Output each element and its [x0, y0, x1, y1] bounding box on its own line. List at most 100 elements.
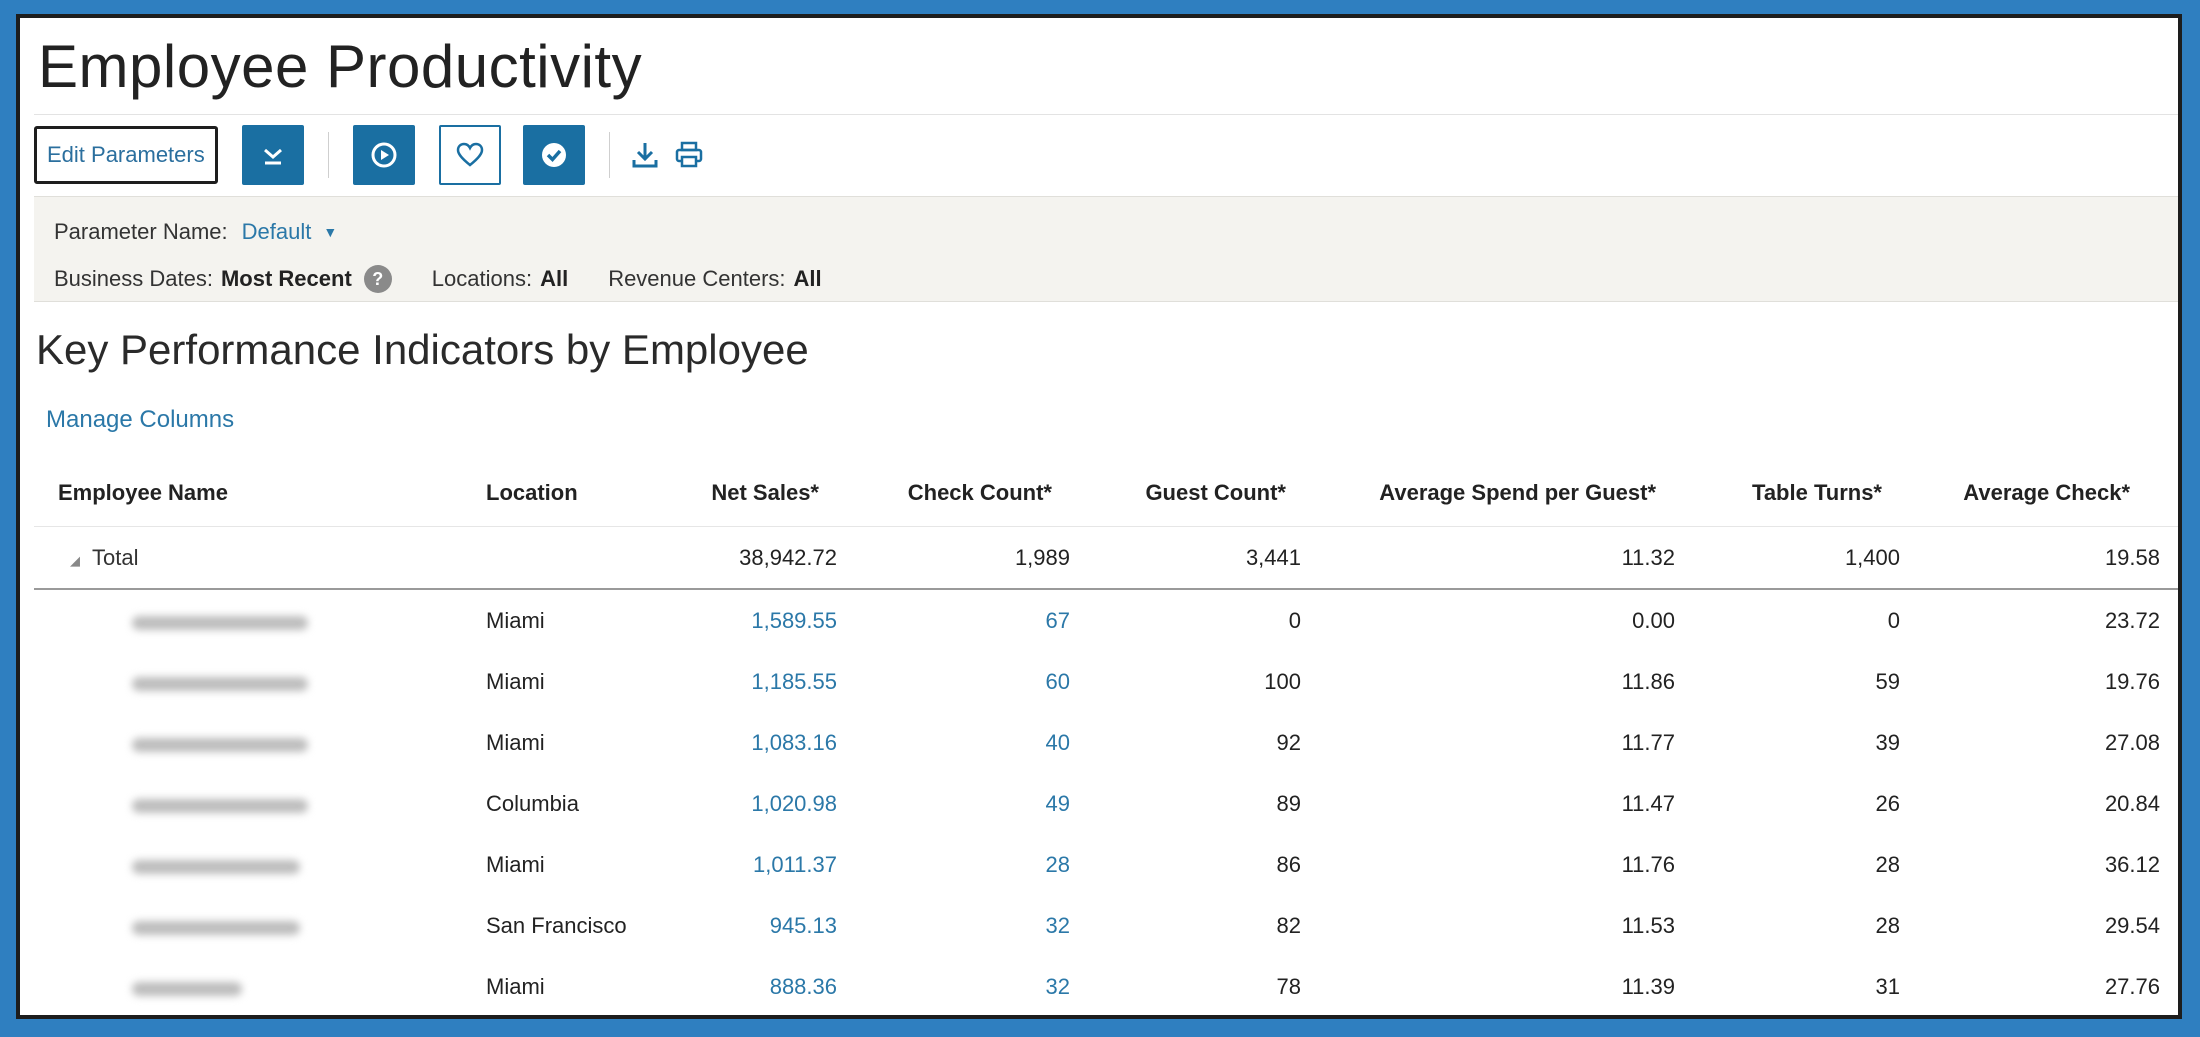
- guest-count-cell: 86: [1276, 852, 1301, 877]
- average-check-cell: 20.84: [2104, 791, 2160, 816]
- header-divider: [34, 526, 2178, 527]
- location-cell: Columbia: [486, 791, 579, 816]
- redacted-employee-name: [132, 677, 308, 691]
- title-divider: [34, 114, 2178, 115]
- net-sales-link[interactable]: 1,083.16: [751, 730, 837, 755]
- location-cell: Miami: [486, 669, 545, 694]
- average-check-cell: 19.76: [2104, 669, 2160, 694]
- check-count-link[interactable]: 40: [1045, 730, 1070, 755]
- download-button[interactable]: [628, 135, 662, 175]
- column-header[interactable]: Table Turns*: [1752, 480, 1882, 505]
- revenue-centers-label: Revenue Centers:: [608, 266, 786, 291]
- page-title: Employee Productivity: [38, 33, 643, 100]
- play-circle-icon: [371, 142, 397, 168]
- column-header[interactable]: Guest Count*: [1145, 480, 1286, 505]
- parameter-name-label: Parameter Name:: [54, 219, 228, 244]
- table-turns-cell: 0: [1887, 608, 1900, 633]
- check-circle-icon: [541, 143, 566, 167]
- average-check-cell: 23.72: [2104, 608, 2160, 633]
- table-turns-cell: 26: [1875, 791, 1900, 816]
- window-frame: Employee Productivity Edit Parameters: [16, 14, 2182, 1019]
- redacted-employee-name: [132, 738, 308, 752]
- redacted-employee-name: [132, 799, 308, 813]
- column-header[interactable]: Location: [486, 480, 578, 505]
- net-sales-link[interactable]: 1,185.55: [751, 669, 837, 694]
- average-spend-cell: 11.47: [1621, 791, 1675, 816]
- check-count-link[interactable]: 49: [1045, 791, 1070, 816]
- total-average-spend: 11.32: [1621, 545, 1675, 570]
- download-icon: [632, 143, 658, 168]
- check-count-link[interactable]: 32: [1045, 913, 1070, 938]
- parameter-summary: Parameter Name: Default ▼ Business Dates…: [34, 196, 2178, 302]
- column-header[interactable]: Employee Name: [58, 480, 228, 505]
- table-turns-cell: 31: [1875, 974, 1900, 999]
- average-spend-cell: 11.53: [1621, 913, 1675, 938]
- locations-value: All: [540, 266, 569, 291]
- guest-count-cell: 89: [1276, 791, 1301, 816]
- redacted-employee-name: [132, 616, 308, 630]
- manage-columns-link[interactable]: Manage Columns: [46, 406, 235, 433]
- business-dates-label: Business Dates:: [54, 266, 213, 291]
- check-count-link[interactable]: 32: [1045, 974, 1070, 999]
- redacted-employee-name: [132, 921, 300, 935]
- net-sales-link[interactable]: 945.13: [769, 913, 837, 938]
- report-panel: Employee Productivity Edit Parameters: [20, 18, 2178, 1015]
- check-count-link[interactable]: 28: [1045, 852, 1070, 877]
- total-table-turns: 1,400: [1844, 545, 1900, 570]
- table-turns-cell: 28: [1875, 852, 1900, 877]
- guest-count-cell: 100: [1264, 669, 1301, 694]
- average-spend-cell: 11.76: [1621, 852, 1675, 877]
- average-spend-cell: 0.00: [1632, 608, 1675, 633]
- print-button[interactable]: [672, 135, 706, 175]
- chevron-down-bar-icon: [263, 148, 282, 165]
- average-check-cell: 27.76: [2104, 974, 2160, 999]
- average-spend-cell: 11.39: [1621, 974, 1675, 999]
- column-header[interactable]: Check Count*: [907, 480, 1052, 505]
- guest-count-cell: 92: [1276, 730, 1301, 755]
- favorite-button[interactable]: [438, 125, 501, 185]
- average-check-cell: 36.12: [2104, 852, 2160, 877]
- guest-count-cell: 0: [1288, 608, 1301, 633]
- table-turns-cell: 59: [1875, 669, 1900, 694]
- average-spend-cell: 11.77: [1621, 730, 1675, 755]
- net-sales-link[interactable]: 1,589.55: [751, 608, 837, 633]
- redacted-employee-name: [132, 982, 242, 996]
- average-check-cell: 27.08: [2104, 730, 2160, 755]
- parameter-name-row: Parameter Name: Default ▼: [54, 219, 337, 245]
- net-sales-link[interactable]: 888.36: [769, 974, 837, 999]
- total-net-sales: 38,942.72: [739, 545, 837, 570]
- column-header[interactable]: Average Spend per Guest*: [1379, 480, 1656, 505]
- table-turns-cell: 39: [1875, 730, 1900, 755]
- total-guest-count: 3,441: [1245, 545, 1301, 570]
- location-cell: Miami: [486, 974, 545, 999]
- toolbar-divider: [608, 132, 610, 178]
- net-sales-link[interactable]: 1,011.37: [752, 852, 837, 877]
- total-average-check: 19.58: [2104, 545, 2160, 570]
- location-cell: San Francisco: [486, 913, 627, 938]
- run-button[interactable]: [352, 125, 415, 185]
- location-cell: Miami: [486, 608, 545, 633]
- approve-button[interactable]: [522, 125, 585, 185]
- total-divider: [34, 588, 2178, 590]
- collapse-triangle-icon[interactable]: ◢: [70, 553, 80, 568]
- net-sales-link[interactable]: 1,020.98: [751, 791, 837, 816]
- column-header[interactable]: Average Check*: [1963, 480, 2130, 505]
- printer-icon: [675, 141, 702, 168]
- collapse-button[interactable]: [241, 125, 304, 185]
- section-title: Key Performance Indicators by Employee: [36, 326, 809, 373]
- parameter-name-dropdown[interactable]: Default: [241, 219, 312, 244]
- check-count-link[interactable]: 67: [1045, 608, 1070, 633]
- table-turns-cell: 28: [1875, 913, 1900, 938]
- guest-count-cell: 78: [1276, 974, 1301, 999]
- column-header[interactable]: Net Sales*: [711, 480, 819, 505]
- check-count-link[interactable]: 60: [1045, 669, 1070, 694]
- edit-parameters-button[interactable]: Edit Parameters: [34, 126, 218, 184]
- redacted-employee-name: [132, 860, 300, 874]
- heart-icon: [456, 142, 483, 167]
- average-check-cell: 29.54: [2104, 913, 2160, 938]
- toolbar-divider: [327, 132, 329, 178]
- total-row-label[interactable]: ◢ Total: [70, 545, 139, 570]
- help-icon[interactable]: ?: [363, 265, 392, 293]
- caret-down-icon[interactable]: ▼: [323, 224, 338, 240]
- filter-summary-row: Business Dates: Most Recent ? Locations:…: [54, 265, 822, 293]
